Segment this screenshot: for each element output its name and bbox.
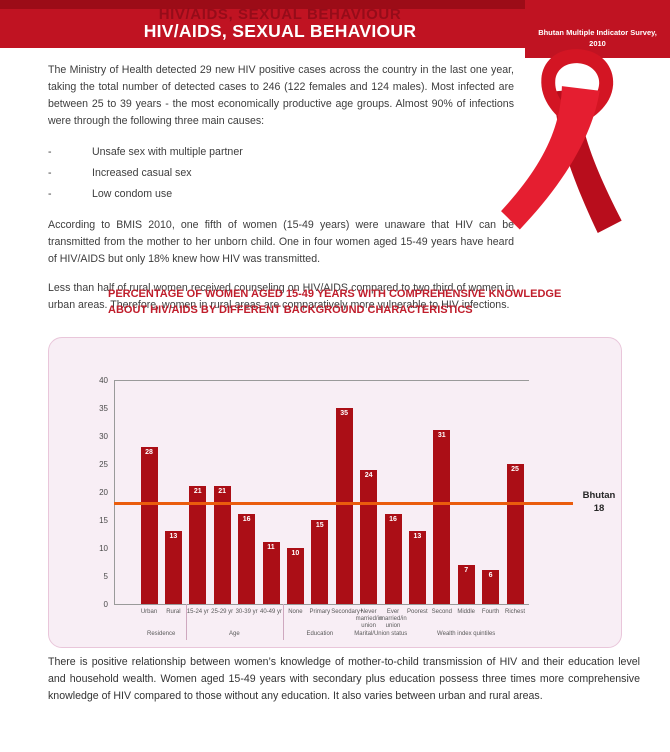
bullet-text: Increased casual sex bbox=[92, 167, 192, 179]
category-label: Never married/in union bbox=[355, 609, 383, 629]
bar-value-label: 21 bbox=[218, 488, 227, 496]
bar: 10 bbox=[286, 548, 304, 604]
bar-value-label: 15 bbox=[315, 522, 324, 529]
bar: 6 bbox=[482, 570, 500, 604]
group-separator bbox=[185, 604, 187, 640]
y-axis-line bbox=[114, 380, 115, 604]
page-title: HIV/AIDS, SEXUAL BEHAVIOUR bbox=[143, 21, 417, 41]
intro-paragraph-2: According to BMIS 2010, one fifth of wom… bbox=[48, 219, 514, 265]
bar: 25 bbox=[506, 464, 524, 604]
survey-badge-line1: Bhutan Multiple Indicator Survey, bbox=[538, 28, 657, 38]
bar-value-label: 24 bbox=[364, 471, 373, 479]
bullet-item: - Unsafe sex with multiple partner bbox=[48, 142, 514, 163]
bar: 31 bbox=[433, 430, 451, 604]
survey-badge-line2: 2010 bbox=[589, 39, 606, 49]
bar-value-label: 35 bbox=[340, 410, 349, 417]
bar-value-label: 16 bbox=[242, 516, 251, 524]
bar: 16 bbox=[238, 514, 256, 604]
bar-value-label: 7 bbox=[464, 566, 469, 574]
footer-paragraph: There is positive relationship between w… bbox=[48, 656, 640, 702]
bar: 16 bbox=[384, 514, 402, 604]
category-label: 30-39 yr bbox=[235, 609, 258, 615]
category-label: Middle bbox=[457, 609, 476, 615]
bar: 21 bbox=[189, 486, 207, 604]
x-axis-line bbox=[114, 604, 529, 605]
y-axis-tick-label: 15 bbox=[99, 516, 108, 525]
bar-value-label: 16 bbox=[389, 516, 397, 524]
bullet-dash: - bbox=[48, 188, 52, 200]
y-axis-tick-label: 10 bbox=[99, 544, 108, 553]
category-label: Ever married/in union bbox=[380, 609, 407, 629]
group-separator bbox=[283, 604, 285, 640]
category-label: Second bbox=[431, 609, 452, 615]
survey-badge: Bhutan Multiple Indicator Survey, 2010 bbox=[525, 0, 670, 58]
bullet-item: - Low condom use bbox=[48, 184, 514, 205]
header-ghost-title: HIV/AIDS, SEXUAL BEHAVIOUR bbox=[158, 6, 402, 23]
y-axis-tick-label: 35 bbox=[99, 404, 108, 413]
bullet-dash: - bbox=[48, 167, 52, 179]
bullet-dash: - bbox=[48, 146, 52, 158]
bullet-item: - Increased casual sex bbox=[48, 163, 514, 184]
category-label: Fourth bbox=[481, 609, 500, 615]
bar-chart: 0 5 10 15 20 25 30 35 40 28 Urban 13 Rural Residence 2… bbox=[49, 338, 621, 647]
bullet-list: - Unsafe sex with multiple partner - Inc… bbox=[48, 142, 514, 205]
header-top-strip bbox=[0, 0, 670, 9]
group-label: Wealth index quintiles bbox=[437, 631, 496, 637]
bar-value-label: 6 bbox=[488, 572, 493, 580]
intro-paragraph-1: The Ministry of Health detected 29 new H… bbox=[48, 64, 514, 127]
reference-line bbox=[114, 502, 573, 505]
bar: 24 bbox=[360, 469, 378, 604]
bar: 13 bbox=[164, 531, 182, 604]
reference-line-value: 18 bbox=[593, 503, 605, 515]
group-label: Age bbox=[229, 631, 240, 637]
bar-value-label: 11 bbox=[267, 544, 275, 552]
group-label: Education bbox=[306, 631, 334, 637]
intro-paragraph-3: Less than half of rural women received c… bbox=[48, 282, 514, 311]
intro-section: The Ministry of Health detected 29 new H… bbox=[48, 62, 514, 326]
bar-value-label: 13 bbox=[413, 533, 422, 541]
bar: 11 bbox=[262, 542, 280, 604]
category-label: Poorest bbox=[407, 609, 428, 615]
bar: 13 bbox=[408, 531, 426, 604]
group-label: Marital/Union status bbox=[354, 631, 408, 637]
group-label: Residence bbox=[147, 631, 176, 637]
bullet-text: Low condom use bbox=[92, 188, 173, 200]
y-axis-tick-label: 20 bbox=[99, 488, 108, 497]
y-axis-tick-label: 30 bbox=[99, 432, 108, 441]
bar-value-label: 21 bbox=[193, 488, 202, 496]
top-gridline bbox=[114, 380, 529, 381]
reference-line-label: Bhutan bbox=[582, 490, 616, 502]
chart-heading: PERCENTAGE OF WOMEN AGED 15-49 YEARS WIT… bbox=[108, 288, 562, 316]
category-label: 25-29 yr bbox=[211, 609, 234, 615]
category-label: Primary bbox=[309, 609, 331, 615]
bar-value-label: 25 bbox=[511, 466, 519, 473]
bullet-text: Unsafe sex with multiple partner bbox=[92, 146, 243, 158]
y-axis-tick-label: 25 bbox=[99, 460, 108, 469]
bar: 35 bbox=[335, 408, 353, 604]
category-label: 15-24 yr bbox=[186, 609, 209, 615]
chart-card: 0 5 10 15 20 25 30 35 40 28 Urban 13 Rural Residence 2… bbox=[48, 337, 622, 648]
bar-value-label: 13 bbox=[169, 533, 178, 541]
category-label: Secondary+ bbox=[331, 609, 364, 615]
category-label: Urban bbox=[140, 609, 158, 615]
y-axis-tick-label: 5 bbox=[103, 572, 108, 581]
category-label: Rural bbox=[166, 609, 181, 615]
bar-value-label: 31 bbox=[437, 432, 446, 440]
bar: 28 bbox=[140, 447, 158, 604]
y-axis-tick-label: 0 bbox=[103, 600, 108, 609]
category-label: Richest bbox=[504, 609, 525, 615]
bar-value-label: 10 bbox=[291, 550, 300, 557]
aids-ribbon-icon bbox=[501, 49, 622, 233]
bar: 21 bbox=[213, 486, 231, 604]
category-label: None bbox=[288, 609, 303, 615]
category-label: 40-49 yr bbox=[259, 609, 282, 615]
bar: 7 bbox=[457, 564, 475, 604]
bar-value-label: 28 bbox=[145, 449, 153, 457]
bar: 15 bbox=[311, 520, 329, 604]
y-axis-tick-label: 40 bbox=[99, 376, 108, 385]
